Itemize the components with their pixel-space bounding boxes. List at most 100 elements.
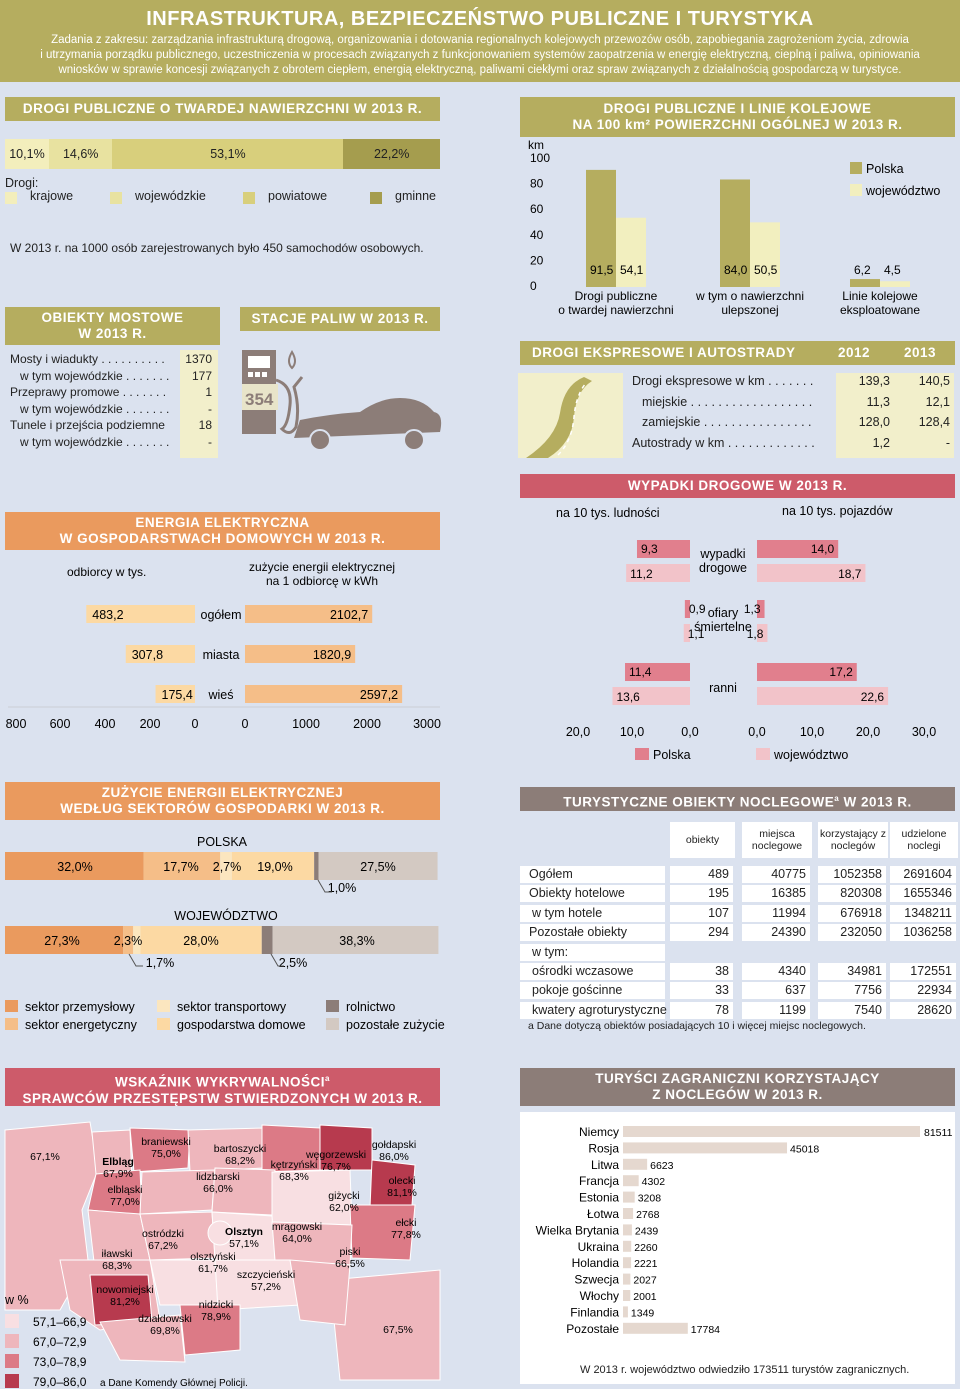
district-name: piski <box>339 1246 360 1258</box>
rail-group-label: w tym o nawierzchni <box>695 289 804 303</box>
tourism-col-header: korzystający z noclegów <box>818 822 888 858</box>
crime-note: a Dane Komendy Głównej Policji. <box>100 1378 248 1389</box>
rail-ytick: 100 <box>530 151 550 165</box>
rail-value-polska: 6,2 <box>854 263 871 277</box>
district-name: węgorzewski <box>305 1149 366 1161</box>
tourism-cell <box>742 944 810 961</box>
district-value: 64,0% <box>282 1233 312 1245</box>
acc-left-polska-value: 11,4 <box>629 665 652 679</box>
acc-left-unit: na 10 tys. ludności <box>556 506 660 520</box>
tourism-cell: 7756 <box>818 982 886 1000</box>
acc-row-name: ranni <box>709 681 737 695</box>
rail-value-woj: 54,1 <box>620 263 644 277</box>
energy-right-tick: 1000 <box>292 717 320 731</box>
accidents-chart: na 10 tys. ludności na 10 tys. pojazdów 9,… <box>556 504 936 762</box>
tourism-cell: 16385 <box>742 885 810 903</box>
sectors-segment <box>123 926 134 954</box>
acc-bar-right-polska <box>757 540 839 558</box>
energy-bar-left <box>125 645 195 663</box>
sectors-segment <box>314 852 319 880</box>
energy-left-tick: 600 <box>50 717 71 731</box>
acc-left-polska-value: 0,9 <box>689 602 706 616</box>
bridges-row-value: - <box>208 401 212 416</box>
foreign-value: 6623 <box>650 1160 674 1172</box>
district-name: ostródzki <box>142 1228 184 1240</box>
tourism-cell: 676918 <box>818 904 886 922</box>
district-name: mrągowski <box>272 1221 322 1233</box>
sectors-legend-swatch <box>326 1018 339 1030</box>
bridges-value-band <box>180 350 218 458</box>
tourism-col-header: udzielone noclegi <box>890 822 958 858</box>
sectors-woj-label: WOJEWÓDZTWO <box>174 908 278 923</box>
fuel-illustration: 354 <box>242 350 442 451</box>
bridges-row-label: Przeprawy promowe . . . . . . . <box>10 385 167 399</box>
acc-left-tick: 20,0 <box>566 725 590 739</box>
foreign-bar <box>623 1158 648 1170</box>
district-value: 77,8% <box>391 1229 421 1241</box>
foreign-bar <box>623 1142 788 1154</box>
roads-legend: krajowe wojewódzkie powiatowe gminne <box>5 189 440 205</box>
rail-legend-label: województwo <box>865 184 940 198</box>
foreign-country: Łotwa <box>587 1207 619 1221</box>
energy-left-value: 307,8 <box>132 648 163 662</box>
district-name: Elbląg <box>102 1156 134 1168</box>
energy-bar-right <box>245 685 403 703</box>
fuel-title: STACJE PALIW W 2013 R. <box>240 307 440 331</box>
crime-legend-swatch <box>5 1354 19 1368</box>
acc-left-woj-value: 11,2 <box>630 567 653 581</box>
acc-left-polska-value: 9,3 <box>641 542 658 556</box>
energy-left-value: 483,2 <box>92 608 123 622</box>
energy-chart: odbiorcy w tys. zużycie energii elektrycz… <box>6 560 441 731</box>
roads-legend-label: wojewódzkie <box>135 189 206 203</box>
bridges-row-label: Tunele i przejścia podziemne <box>10 418 165 432</box>
district-value: 86,0% <box>379 1151 409 1163</box>
energy-right-tick: 0 <box>242 717 249 731</box>
acc-row-name: wypadki <box>699 547 745 561</box>
tourism-cell: 195 <box>670 885 733 903</box>
rail-legend-label: Polska <box>866 162 904 176</box>
sectors-title: ZUŻYCIE ENERGII ELEKTRYCZNEJ WEDŁUG SEKTO… <box>5 782 440 820</box>
sectors-value: 19,0% <box>257 860 292 874</box>
acc-bar-right-woj <box>757 687 889 705</box>
district-value: 68,3% <box>279 1171 309 1183</box>
acc-bar-right-woj <box>757 624 768 642</box>
acc-right-tick: 20,0 <box>856 725 880 739</box>
foreign-bar <box>623 1208 634 1219</box>
acc-left-woj-value: 1,1 <box>688 627 705 641</box>
sectors-segment <box>318 852 438 880</box>
foreign-country: Francja <box>579 1174 619 1188</box>
roads-segment: 22,2% <box>343 139 440 169</box>
sectors-legend-label: sektor przemysłowy <box>25 1000 135 1014</box>
district-value: 67,9% <box>103 1168 133 1180</box>
sectors-legend-label: rolnictwo <box>346 1000 395 1014</box>
acc-legend-swatch <box>635 748 649 760</box>
acc-bar-left-woj <box>626 564 690 582</box>
roads-legend-label: powiatowe <box>268 189 328 203</box>
energy-left-value: 175,4 <box>162 688 193 702</box>
rail-legend-swatch <box>850 162 862 174</box>
foreign-value: 2001 <box>633 1291 657 1303</box>
district-region <box>207 1220 233 1246</box>
rail-bar-woj <box>880 281 910 287</box>
acc-bar-left-polska <box>625 663 690 681</box>
acc-right-woj-value: 1,8 <box>747 627 764 641</box>
rail-bar-woj <box>616 217 646 287</box>
roads-legend-swatch <box>5 192 17 204</box>
foreign-bar <box>623 1175 639 1187</box>
express-row-2012: 139,3 <box>858 374 890 388</box>
acc-left-tick: 10,0 <box>620 725 644 739</box>
tourism-cell: 232050 <box>818 924 886 942</box>
rail-bar-polska <box>586 169 616 287</box>
foreign-bar <box>623 1257 632 1269</box>
acc-right-woj-value: 22,6 <box>861 690 885 704</box>
tourism-cell: 40775 <box>742 866 810 883</box>
tourism-cell <box>818 944 886 961</box>
energy-right-value: 2597,2 <box>360 688 398 702</box>
tourism-table: obiekty miejsca noclegowe korzystający z n… <box>520 822 960 1022</box>
sectors-legend-label: sektor energetyczny <box>25 1018 138 1032</box>
acc-row-name2: śmiertelne <box>694 620 752 634</box>
foreign-bar <box>623 1240 632 1252</box>
district-name: elbląski <box>107 1184 142 1196</box>
sectors-value: 2,3% <box>114 934 143 948</box>
